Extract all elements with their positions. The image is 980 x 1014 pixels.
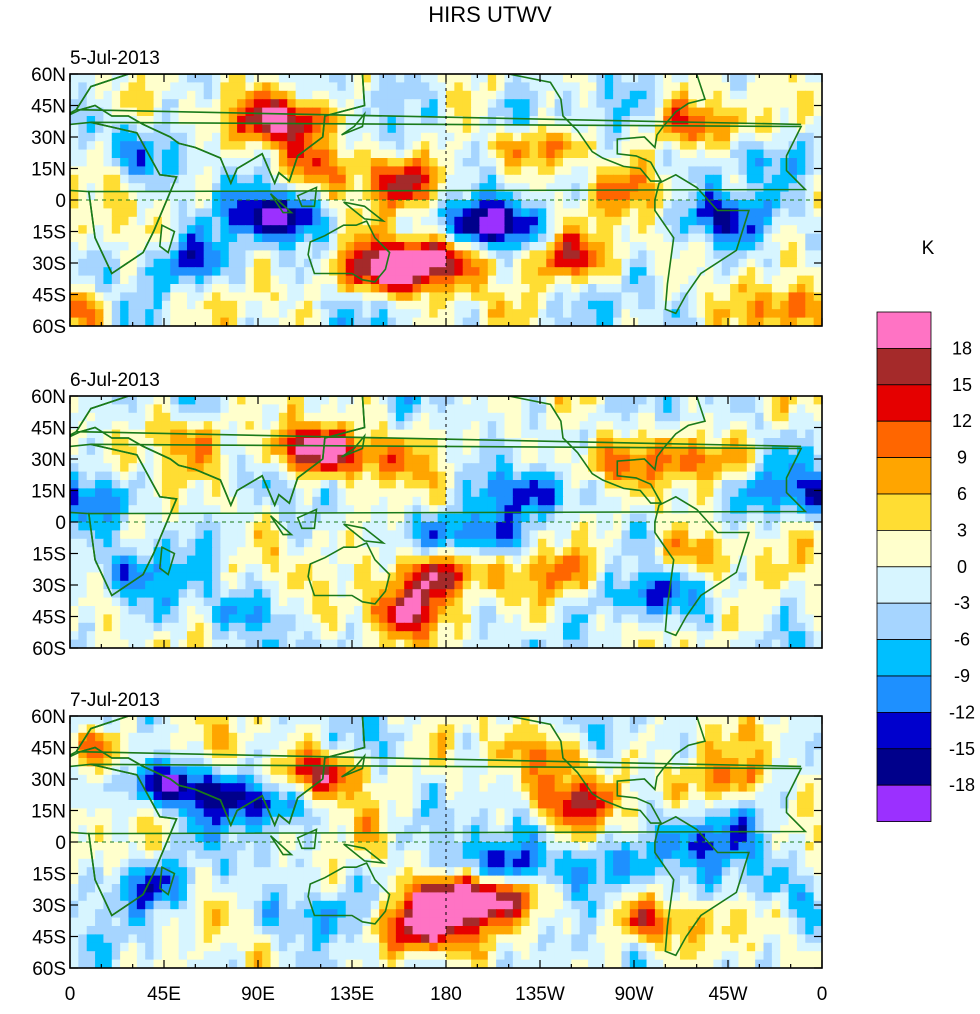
y-tick-label: 45S	[32, 286, 66, 307]
y-tick-label: 60S	[32, 639, 66, 660]
y-tick-label: 30N	[31, 770, 66, 791]
y-tick-label: 0	[55, 513, 66, 534]
y-tick-label: 45S	[32, 928, 66, 949]
x-tick-label: 90W	[614, 984, 653, 1005]
x-tick-label: 45W	[708, 984, 747, 1005]
colorbar-swatch	[876, 530, 932, 568]
y-tick-label: 60N	[31, 387, 66, 408]
x-tick-label: 90E	[241, 984, 275, 1005]
colorbar-tick-label: -12	[949, 702, 975, 722]
colorbar-swatch	[876, 311, 932, 349]
y-tick-label: 0	[55, 833, 66, 854]
y-tick-label: 60N	[31, 707, 66, 728]
colorbar-tick-label: -3	[954, 593, 970, 613]
colorbar-tick-label: 12	[952, 411, 972, 431]
x-tick-label: 180	[430, 984, 462, 1005]
colorbar-swatch	[876, 639, 932, 677]
y-tick-label: 60S	[32, 959, 66, 980]
colorbar-swatch	[876, 675, 932, 713]
y-tick-label: 30S	[32, 576, 66, 597]
colorbar-tick-label: 9	[957, 448, 967, 468]
y-tick-label: 15N	[31, 482, 66, 503]
colorbar-tick-label: 3	[957, 520, 967, 540]
colorbar-units-label: K	[922, 238, 935, 259]
coastlines	[70, 716, 808, 957]
colorbar-swatch	[876, 347, 932, 386]
colorbar-swatch	[876, 457, 932, 495]
y-tick-label: 45N	[31, 739, 66, 760]
y-tick-label: 30N	[31, 128, 66, 149]
y-tick-label: 15N	[31, 802, 66, 823]
x-tick-label: 0	[65, 984, 76, 1005]
y-tick-label: 60N	[31, 65, 66, 86]
x-tick-label: 0	[817, 984, 828, 1005]
colorbar-tick-label: -6	[954, 630, 970, 650]
y-tick-label: 45S	[32, 608, 66, 629]
panel-date-label: 6-Jul-2013	[70, 370, 160, 391]
colorbar-tick-label: 6	[957, 484, 967, 504]
y-tick-label: 15S	[32, 545, 66, 566]
chart-title: HIRS UTWV	[428, 2, 552, 27]
colorbar-tick-label: -9	[954, 666, 970, 686]
y-tick-label: 60S	[32, 317, 66, 338]
colorbar-swatch	[876, 712, 932, 750]
coastlines	[70, 396, 808, 637]
y-tick-label: 0	[55, 191, 66, 212]
colorbar-swatch	[876, 384, 932, 422]
y-tick-label: 45N	[31, 97, 66, 118]
colorbar-swatch	[876, 748, 932, 786]
y-tick-label: 30S	[32, 896, 66, 917]
x-tick-label: 135W	[515, 984, 565, 1005]
y-tick-label: 15S	[32, 865, 66, 886]
y-tick-label: 30N	[31, 450, 66, 471]
colorbar-swatch	[876, 420, 932, 459]
y-tick-label: 15S	[32, 223, 66, 244]
colorbar-tick-label: 18	[952, 338, 972, 358]
coastlines	[70, 74, 808, 315]
colorbar-tick-label: -18	[949, 775, 975, 795]
colorbar-tick-label: 0	[957, 557, 967, 577]
colorbar-swatch	[876, 566, 932, 604]
colorbar-swatch	[876, 602, 932, 641]
x-tick-label: 135E	[330, 984, 374, 1005]
y-tick-label: 30S	[32, 254, 66, 275]
y-tick-label: 45N	[31, 419, 66, 440]
panel-date-label: 5-Jul-2013	[70, 48, 160, 69]
panel-date-label: 7-Jul-2013	[70, 690, 160, 711]
colorbar-tick-label: -15	[949, 739, 975, 759]
colorbar-swatch	[876, 493, 932, 531]
x-tick-label: 45E	[147, 984, 181, 1005]
colorbar: K 18 15 12 9 6 3 0 -3 -6 -9 -12 -15 -18	[876, 238, 975, 823]
y-tick-label: 15N	[31, 160, 66, 181]
colorbar-tick-label: 15	[952, 375, 972, 395]
colorbar-swatch	[876, 784, 932, 823]
